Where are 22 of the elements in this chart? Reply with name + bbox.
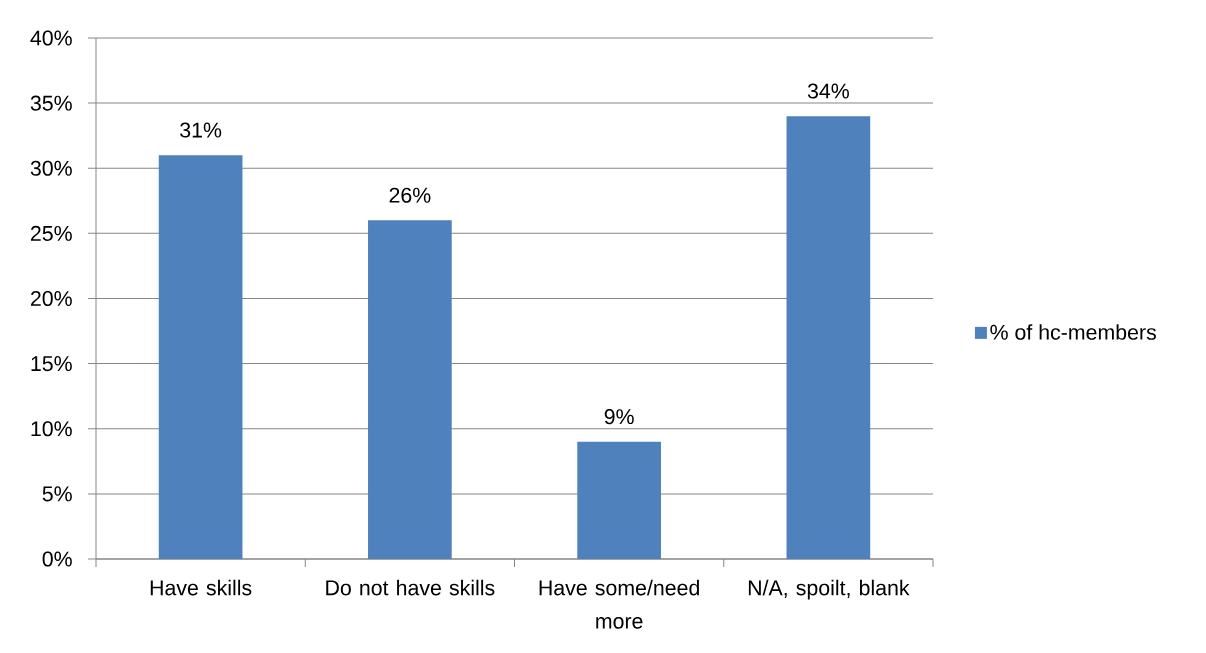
y-tick-label: 5%: [42, 486, 72, 502]
y-tick-label: 25%: [30, 225, 72, 241]
bar: [786, 116, 871, 559]
data-label: 34%: [807, 83, 849, 99]
bar: [577, 441, 661, 559]
y-tick-label: 40%: [30, 30, 72, 46]
y-tick-label: 0%: [42, 551, 72, 567]
data-label: 9%: [604, 409, 634, 425]
y-tick-label: 30%: [30, 160, 72, 176]
x-tick-label: Have some/need more: [539, 579, 699, 629]
x-tick-label: N/A, spoilt, blank: [748, 579, 910, 600]
bar: [158, 155, 243, 559]
y-tick-label: 20%: [30, 290, 72, 307]
y-tick-label: 35%: [30, 95, 72, 111]
x-tick-label: Have skills: [150, 579, 252, 596]
bar: [368, 220, 452, 559]
y-tick-label: 10%: [31, 421, 72, 437]
legend-label: % of hc-members: [990, 324, 1156, 340]
data-label: 26%: [389, 187, 431, 203]
y-tick-label: 15%: [31, 356, 72, 372]
data-label: 31%: [180, 122, 222, 138]
x-tick-label: Do not have skills: [326, 579, 495, 596]
